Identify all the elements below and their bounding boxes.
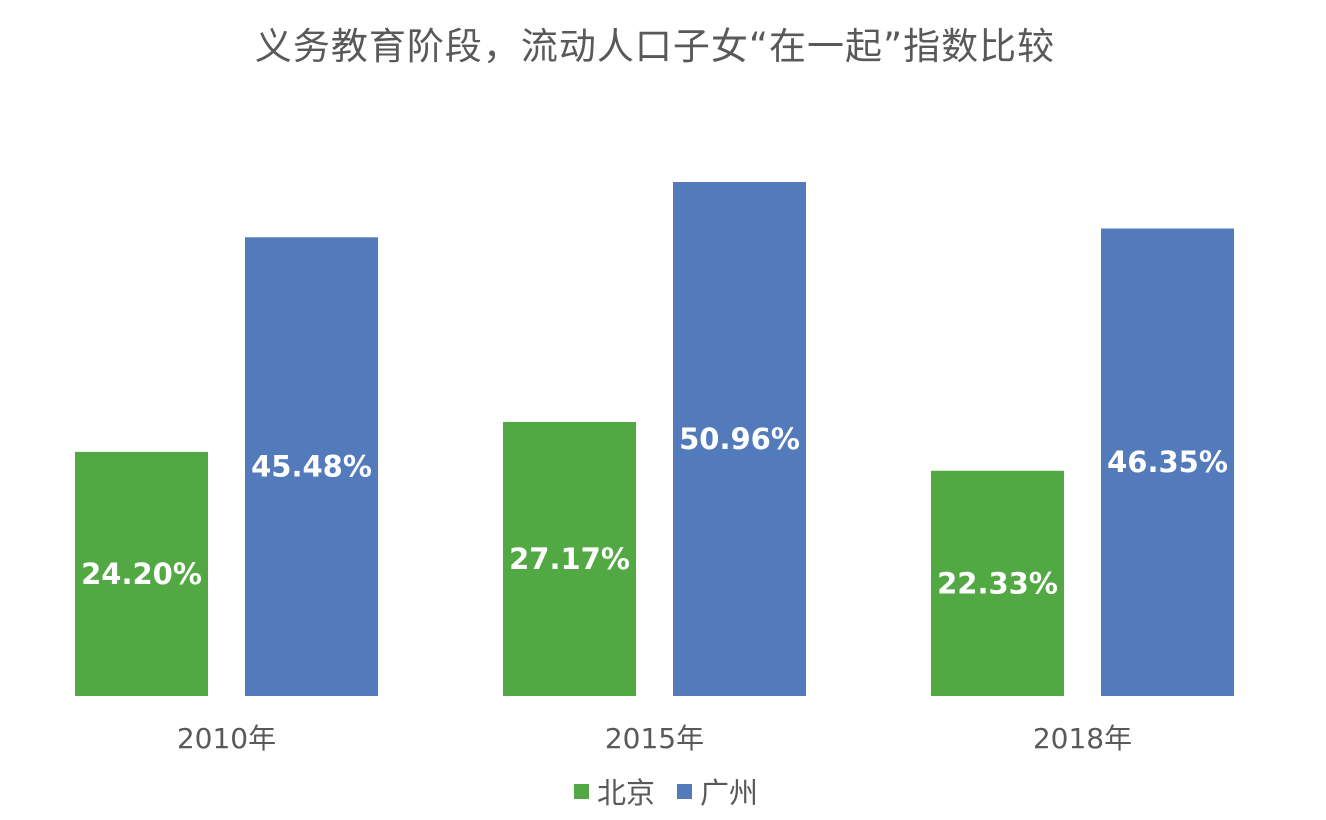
legend-swatch-guangzhou — [677, 783, 692, 799]
legend-item-beijing: 北京 — [573, 770, 655, 812]
x-tick-label-1: 2015年 — [605, 722, 704, 755]
legend-swatch-beijing — [573, 783, 589, 799]
bar-guangzhou-0 — [245, 237, 378, 696]
legend-label-guangzhou: 广州 — [700, 776, 759, 810]
legend: 北京 广州 — [0, 770, 1326, 812]
bar-beijing-1 — [503, 421, 636, 696]
bar-guangzhou-2 — [1101, 228, 1234, 696]
x-tick-label-2: 2018年 — [1033, 722, 1132, 755]
bar-beijing-2 — [931, 470, 1064, 696]
bar-guangzhou-1 — [673, 182, 806, 696]
data-label-guangzhou-0: 45.48% — [251, 450, 372, 484]
x-tick-label-0: 2010年 — [177, 722, 276, 755]
data-label-beijing-2: 22.33% — [937, 566, 1058, 600]
data-label-guangzhou-2: 46.35% — [1107, 445, 1228, 479]
data-label-beijing-0: 24.20% — [81, 557, 202, 591]
bar-beijing-0 — [75, 451, 208, 696]
legend-item-guangzhou: 广州 — [677, 770, 758, 812]
chart-title: 义务教育阶段，流动人口子女“在一起”指数比较 — [254, 25, 1056, 68]
data-label-guangzhou-1: 50.96% — [679, 422, 800, 456]
legend-label-beijing: 北京 — [596, 776, 655, 810]
data-label-beijing-1: 27.17% — [509, 542, 630, 576]
